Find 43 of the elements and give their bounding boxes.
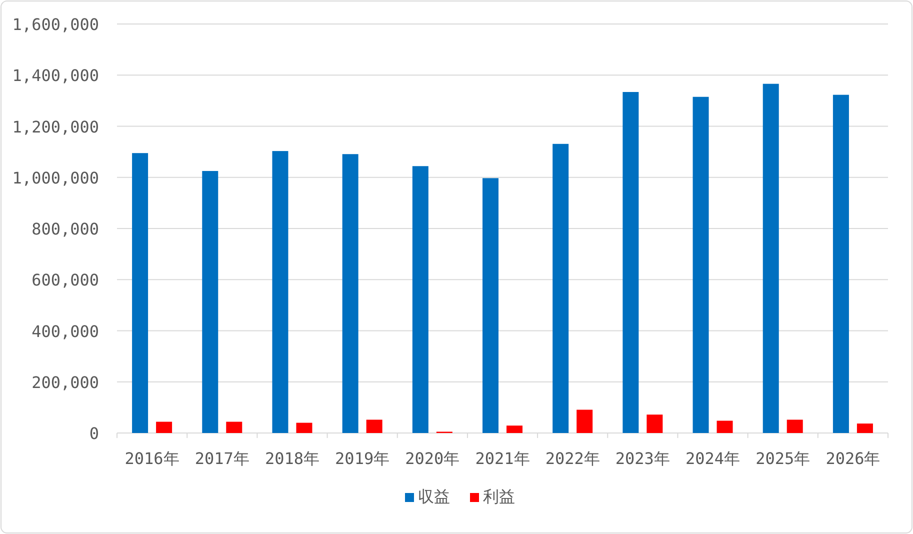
bar [552, 144, 569, 433]
bar [226, 422, 242, 433]
bar [716, 420, 733, 433]
x-tick-label: 2024年 [686, 449, 740, 468]
bar [366, 420, 382, 433]
y-tick-label: 800,000 [32, 220, 99, 238]
bar [342, 154, 358, 433]
x-tick-label: 2022年 [545, 449, 600, 468]
y-tick-label: 600,000 [32, 270, 99, 290]
bar [412, 166, 428, 433]
y-tick-label: 1,400,000 [12, 66, 99, 86]
legend-label: 利益 [483, 487, 515, 506]
bar [692, 96, 709, 433]
bar [856, 424, 873, 433]
bar [762, 84, 779, 433]
x-tick-label: 2023年 [615, 449, 670, 468]
bar [646, 414, 663, 433]
y-tick-label: 1,200,000 [12, 117, 99, 136]
x-tick-label: 2017年 [194, 449, 250, 468]
bar [786, 420, 803, 433]
x-tick-label: 2026年 [826, 449, 880, 468]
y-tick-label: 1,000,000 [12, 168, 99, 188]
bar [506, 426, 522, 433]
bar [156, 422, 172, 433]
bar [622, 92, 639, 433]
bar [132, 153, 148, 433]
y-tick-label: 1,600,000 [12, 15, 99, 34]
x-tick-label: 2020年 [405, 449, 460, 468]
bar [482, 178, 498, 433]
x-tick-label: 2018年 [264, 449, 320, 468]
x-tick-label: 2016年 [124, 449, 180, 468]
bar [202, 170, 218, 433]
x-tick-label: 2021年 [475, 449, 530, 468]
bar [832, 94, 849, 433]
y-tick-label: 0 [89, 424, 99, 443]
bar [296, 422, 312, 433]
y-tick-label: 200,000 [32, 372, 99, 392]
legend-label: 収益 [418, 487, 450, 506]
x-tick-label: 2019年 [335, 449, 390, 468]
y-tick-label: 400,000 [32, 322, 99, 341]
bar [576, 410, 593, 433]
x-tick-label: 2025年 [756, 449, 810, 468]
bar [272, 151, 288, 433]
